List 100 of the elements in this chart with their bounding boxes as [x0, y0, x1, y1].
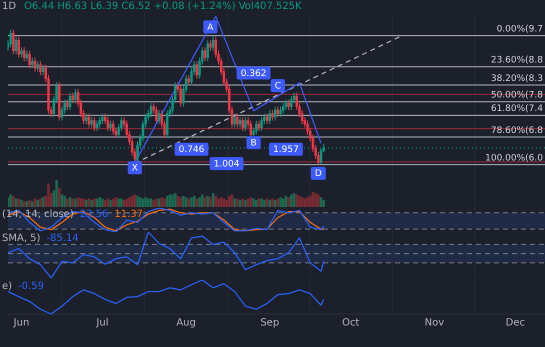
bar [201, 194, 204, 207]
bar [314, 193, 317, 207]
x-tick-label: Oct [342, 318, 360, 329]
bar [174, 193, 177, 207]
bar [290, 194, 293, 207]
bar [9, 194, 12, 207]
bar [82, 198, 85, 207]
chart-title: SMA, 5) [2, 233, 40, 244]
bar [128, 197, 131, 207]
bar [147, 198, 150, 207]
x-tick-label: Sep [260, 318, 280, 329]
candlestick [236, 113, 239, 128]
candlestick [14, 36, 18, 55]
candlestick [98, 116, 101, 128]
bar [150, 198, 152, 207]
annotation: 1.004 [214, 159, 240, 170]
candlestick [276, 106, 280, 118]
x-tick-label: Jul [95, 318, 108, 329]
bar [98, 197, 101, 207]
candlestick [206, 40, 209, 62]
bar [250, 197, 252, 207]
candlestick [72, 92, 74, 104]
bar [209, 197, 212, 207]
bar [60, 194, 64, 207]
candlestick [42, 64, 44, 76]
candlestick [279, 106, 282, 118]
candlestick [290, 96, 293, 111]
bar [263, 200, 266, 207]
candlestick [266, 113, 268, 125]
chart-subtitle: O6.44 H6.63 L6.39 C6.52 +0.08 (+1.24%) Vol407.525K [24, 1, 302, 12]
bar [90, 200, 93, 207]
candlestick [238, 116, 242, 128]
bar [85, 200, 88, 207]
bar [96, 198, 98, 207]
bar [136, 196, 139, 207]
bar [317, 194, 320, 207]
bar [12, 196, 15, 207]
candlestick [36, 60, 39, 72]
bar [88, 198, 90, 207]
bar [26, 201, 28, 207]
candlestick [96, 120, 98, 132]
bar [230, 194, 234, 207]
bar [220, 197, 222, 207]
bar [276, 198, 280, 207]
candlestick [150, 102, 152, 118]
bar [155, 198, 158, 207]
bar [109, 200, 112, 207]
bar [171, 194, 174, 207]
bar [287, 197, 290, 207]
bar [206, 196, 209, 207]
candlestick [28, 50, 31, 69]
annotation: C [274, 81, 281, 92]
bar [47, 184, 50, 207]
candlestick [74, 88, 77, 104]
candlestick [39, 60, 42, 76]
bar [198, 197, 201, 207]
bar [236, 198, 239, 207]
bar [14, 198, 18, 207]
bar [179, 197, 182, 207]
bar [246, 198, 250, 207]
annotation: B [250, 138, 257, 148]
bar [233, 198, 236, 207]
ref-line-label: 100.00%(6.0 [485, 153, 544, 164]
candlestick [106, 116, 110, 132]
bar [114, 197, 118, 207]
bar [188, 198, 190, 207]
candlestick [85, 113, 88, 125]
candlestick [18, 36, 20, 58]
annotation: A [207, 22, 214, 33]
candlestick [22, 46, 26, 62]
bar [106, 198, 110, 207]
bar [55, 180, 58, 207]
bar [80, 198, 82, 207]
candlestick [31, 57, 34, 69]
bar [304, 198, 306, 207]
candlestick [260, 116, 263, 132]
bar [242, 198, 244, 207]
bar [268, 200, 271, 207]
candlestick [284, 99, 288, 111]
annotation: -0.59 [18, 281, 44, 292]
ref-line-label: 38.20%(8.3 [490, 74, 543, 84]
candlestick [26, 50, 28, 62]
bar [18, 198, 20, 207]
annotation: 1.957 [273, 145, 299, 156]
bar [196, 198, 198, 207]
candlestick [242, 116, 244, 132]
candlestick [109, 120, 112, 132]
bar [222, 198, 226, 207]
candlestick [66, 99, 69, 111]
candlestick [101, 113, 104, 125]
bar [22, 201, 26, 207]
bar [28, 200, 31, 207]
annotation: 11.37 [114, 209, 144, 220]
bar [68, 197, 72, 207]
bar [158, 198, 160, 207]
candlestick [93, 116, 96, 132]
candlestick [212, 35, 214, 52]
candlestick [68, 92, 72, 111]
candlestick [271, 110, 274, 122]
bar [228, 196, 231, 207]
